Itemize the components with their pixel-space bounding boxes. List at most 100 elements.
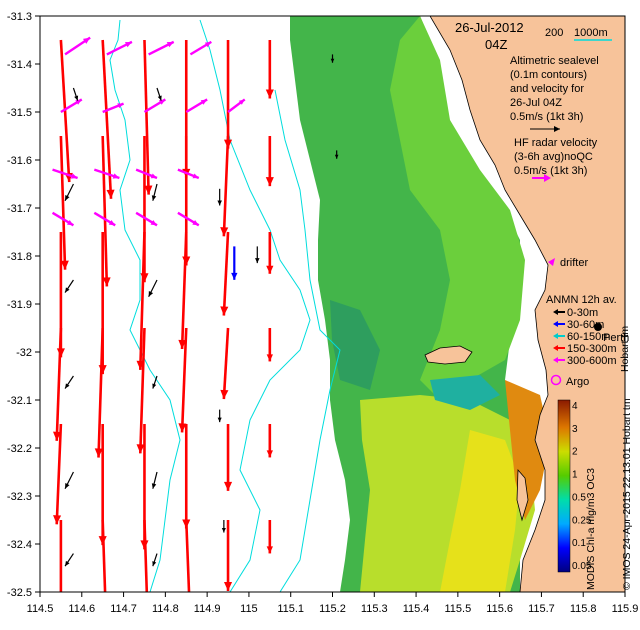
hf-arrow-6 [143, 98, 166, 114]
altimetry-arrow-shaft [55, 423, 63, 525]
hf-arrow-head [238, 99, 245, 105]
altimetry-arrow-34 [266, 424, 273, 458]
x-tick-label: 115.2 [319, 603, 346, 615]
perth-label: Perth [603, 332, 629, 344]
anmn-item-label: 150-300m [567, 343, 617, 355]
anmn-arrow-12 [217, 188, 222, 206]
x-tick-label: 115.7 [528, 603, 555, 615]
hf-arrow-15 [135, 211, 158, 227]
chl-orange [505, 380, 550, 520]
anmn-item-arrowhead [553, 345, 558, 351]
altimetry-arrow-head [266, 546, 273, 554]
altimetry-arrow-6 [101, 39, 115, 199]
anmn-item-arrowhead [553, 321, 558, 327]
anmn-arrow-head [65, 482, 70, 489]
anmn-arrow-11 [152, 553, 158, 567]
x-tick-label: 114.7 [110, 603, 137, 615]
y-tick-label: -31.8 [7, 251, 32, 263]
chl-dark-patch [330, 300, 380, 390]
altimetry-arrow-27 [220, 327, 230, 400]
y-tick-label: -32.1 [7, 395, 32, 407]
altimetry-arrow-5 [59, 520, 63, 592]
altimetry-arrow-head [265, 177, 274, 187]
anmn-arrow-15 [221, 520, 226, 533]
altimetry-arrow-29 [223, 520, 233, 592]
anmn-arrow-13 [255, 246, 260, 264]
anmn-arrow-head [151, 483, 157, 489]
header-date: 26-Jul-2012 [455, 20, 524, 35]
hf-arrow-9 [52, 168, 78, 180]
perth-marker [594, 323, 602, 331]
altimetry-arrow-shaft [143, 519, 149, 592]
anmn-arrow-head [152, 383, 157, 389]
altimetry-arrow-shaft [180, 327, 188, 433]
hf-arrow-head [192, 220, 199, 226]
y-tick-label: -32.5 [7, 587, 32, 599]
anmn-arrow-head [217, 417, 222, 423]
altimetry-arrow-shaft [101, 135, 109, 287]
anmn-item-label: 300-600m [567, 355, 617, 367]
y-tick-label: -32.4 [7, 539, 32, 551]
altimetry-arrow-21 [178, 327, 188, 433]
anmn-arrow-head [65, 560, 70, 567]
altimetry-arrow-1 [59, 135, 69, 270]
hobart-credit: Hobart tm [619, 326, 631, 372]
x-tick-label: 115.4 [403, 603, 430, 615]
anmn-arrow-7 [152, 375, 158, 389]
altimetry-arrow-head [266, 265, 274, 274]
altimetry-arrow-shaft [143, 39, 150, 195]
colorbar-tick-label: 1 [572, 470, 578, 481]
altimetry-arrow-head [136, 444, 145, 454]
contour-200 [109, 19, 181, 592]
x-tick-label: 115.5 [444, 603, 471, 615]
y-axis: -31.3 -31.4 -31.5 -31.6 -31.7 -31.8 -31.9 -32 -3… [7, 11, 40, 599]
hf-arrow-14 [93, 211, 116, 227]
hf-arrow-head [150, 173, 157, 179]
x-axis: 114.5 114.6 114.7 114.8 114.9 115 115.1 115.2 11… [27, 592, 639, 615]
altimetry-arrow-7 [101, 135, 111, 287]
anmn-arrow-14 [217, 409, 222, 423]
altimetry-arrow-shaft [101, 519, 107, 592]
altimetry-arrow-head [223, 481, 233, 491]
anmn-arrow-head [65, 287, 70, 293]
altimetry-arrow-shaft [97, 327, 104, 458]
altimetry-arrow-9 [94, 327, 104, 458]
altimetry-line-5: 0.5m/s (1kt 3h) [510, 111, 583, 123]
chl-cyan-patch [430, 375, 500, 410]
altimetry-arrow-head [144, 185, 153, 195]
y-tick-label: -32.2 [7, 443, 32, 455]
altimetry-arrow-shaft [222, 327, 230, 400]
altimetry-arrow-shaft [138, 231, 146, 370]
altimetry-arrow-11 [101, 519, 107, 592]
altimetry-arrow-head [60, 260, 69, 270]
altimetry-arrow-head [178, 423, 187, 433]
x-tick-label: 115.3 [361, 603, 388, 615]
x-tick-label: 115.1 [277, 603, 304, 615]
altimetry-arrow-head [53, 515, 62, 525]
drifter-arrows [231, 246, 238, 280]
anmn-arrow-head [74, 95, 79, 101]
altimetry-arrow-head [102, 277, 111, 287]
anmn-item-arrowhead [553, 309, 558, 315]
y-tick-label: -31.9 [7, 299, 32, 311]
altimetry-line-2: (0.1m contours) [510, 69, 587, 81]
altimetry-arrow-26 [220, 231, 230, 316]
anmn-arrow-16 [334, 150, 339, 159]
y-tick-label: -32 [16, 347, 32, 359]
colorbar-tick-label: 4 [572, 401, 578, 412]
hf-radar-velocity-arrows [51, 36, 246, 227]
anmn-arrow-8 [64, 471, 74, 489]
altimetry-arrow-head [265, 89, 274, 99]
altimetry-arrow-head [220, 389, 229, 400]
hf-arrow-head [204, 41, 212, 48]
hf-arrow-2 [148, 40, 175, 56]
anmn-velocity-arrows [64, 54, 339, 567]
x-tick-label: 115.9 [612, 603, 639, 615]
hf-arrow-5 [102, 102, 125, 114]
hf-arrow-head [192, 173, 199, 179]
hf-legend-arrowhead [544, 174, 551, 182]
anmn-item-arrowhead [553, 333, 558, 339]
drifter-arrow-0 [231, 246, 238, 280]
y-tick-label: -31.6 [7, 155, 32, 167]
anmn-arrow-head [255, 258, 260, 264]
